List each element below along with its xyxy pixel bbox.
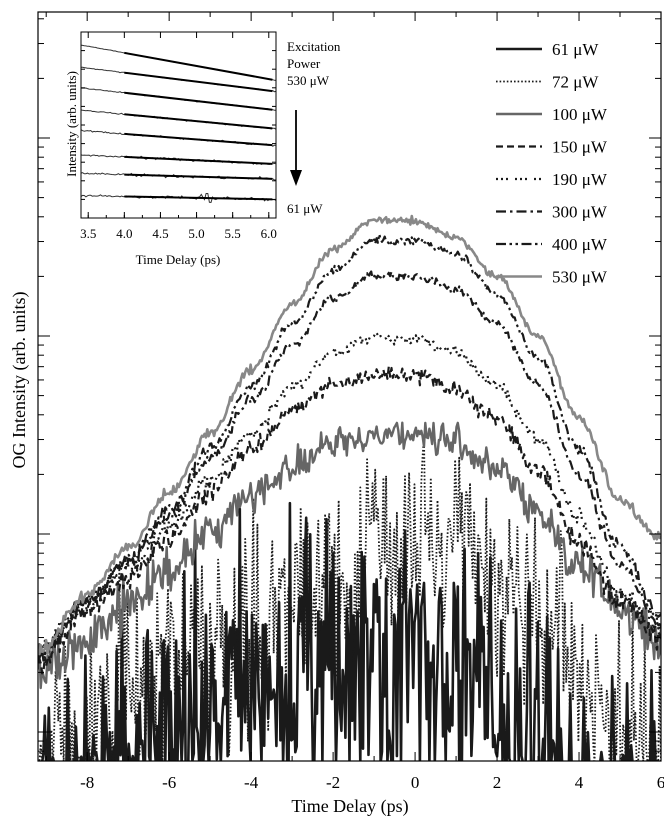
main-x-ticks: -8 -6 -4 -2 0 2 4 6 xyxy=(45,12,664,792)
inset-fit-line xyxy=(124,195,273,201)
inset-x-ticks: 3.5 4.0 4.5 5.0 5.5 6.0 xyxy=(80,32,277,241)
x-tick-label: 6 xyxy=(657,773,664,792)
series-line-150-μW xyxy=(38,365,661,675)
legend-label: 72 μW xyxy=(552,73,599,92)
main-plot: -8 -6 -4 -2 0 2 4 6 Time Delay (ps) OG Intensit… xyxy=(9,11,664,817)
legend-label: 190 μW xyxy=(552,170,608,189)
y-axis-label: OG Intensity (arb. units) xyxy=(9,292,30,469)
main-plot-frame xyxy=(37,11,662,762)
inset-fit-line xyxy=(124,113,273,130)
inset-fit-line xyxy=(124,91,273,111)
series-line-100-μW xyxy=(38,421,661,690)
x-axis-label: Time Delay (ps) xyxy=(291,796,408,817)
x-tick-label: -6 xyxy=(162,773,176,792)
series-line-61-μW xyxy=(41,501,657,761)
annotation-530uw: 530 μW xyxy=(287,73,330,88)
legend: 61 μW 72 μW 100 μW 150 μW 190 μW 300 μW 400 μW… xyxy=(496,40,608,287)
inset-x-tick-label: 4.5 xyxy=(152,226,168,241)
legend-label: 300 μW xyxy=(552,203,608,222)
inset-plot: 3.5 4.0 4.5 5.0 5.5 6.0 Time Delay (ps) Inten… xyxy=(58,25,283,270)
x-tick-label: -8 xyxy=(80,773,94,792)
inset-x-tick-label: 5.5 xyxy=(225,226,241,241)
inset-curves xyxy=(80,44,277,204)
series-line-400-μW xyxy=(38,233,661,659)
inset-annotation: Excitation Power 530 μW 61 μW xyxy=(287,39,341,216)
series-line-190-μW xyxy=(38,332,661,665)
x-tick-label: 4 xyxy=(575,773,584,792)
legend-label: 150 μW xyxy=(552,138,608,157)
inset-x-tick-label: 4.0 xyxy=(116,226,132,241)
x-tick-label: 2 xyxy=(493,773,502,792)
inset-y-axis-label: Intensity (arb. units) xyxy=(64,71,79,177)
inset-x-tick-label: 5.0 xyxy=(188,226,204,241)
inset-x-axis-label: Time Delay (ps) xyxy=(136,252,221,267)
inset-fit-line xyxy=(124,132,273,147)
legend-label: 100 μW xyxy=(552,105,608,124)
x-tick-label: -2 xyxy=(326,773,340,792)
inset-x-tick-label: 3.5 xyxy=(80,226,96,241)
x-tick-label: 0 xyxy=(411,773,420,792)
inset-x-tick-label: 6.0 xyxy=(261,226,277,241)
inset-fit-line xyxy=(124,51,273,81)
annotation-excitation: Excitation xyxy=(287,39,341,54)
main-y-ticks xyxy=(38,18,661,752)
inset-fit-line xyxy=(124,155,273,165)
series-line-72-μW xyxy=(38,437,661,761)
arrow-down-icon xyxy=(290,170,302,186)
inset-fit-line xyxy=(124,173,273,180)
main-curves xyxy=(38,214,661,761)
annotation-power: Power xyxy=(287,56,321,71)
annotation-61uw: 61 μW xyxy=(287,201,323,216)
legend-label: 530 μW xyxy=(552,268,608,287)
inset-fit-line xyxy=(124,71,273,93)
inset-background xyxy=(58,25,283,270)
legend-label: 400 μW xyxy=(552,235,608,254)
x-tick-label: -4 xyxy=(244,773,259,792)
legend-label: 61 μW xyxy=(552,40,599,59)
series-line-530-μW xyxy=(38,214,661,656)
